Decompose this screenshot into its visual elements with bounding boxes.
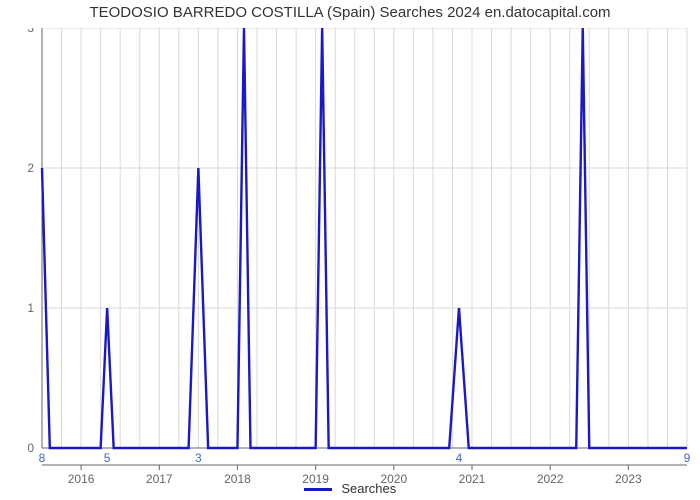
chart-legend: Searches xyxy=(0,481,700,496)
svg-text:2: 2 xyxy=(27,161,34,175)
svg-text:3: 3 xyxy=(195,451,202,465)
svg-text:8: 8 xyxy=(39,451,46,465)
legend-swatch xyxy=(304,488,332,491)
chart-title: TEODOSIO BARREDO COSTILLA (Spain) Search… xyxy=(0,4,700,21)
svg-text:0: 0 xyxy=(27,441,34,455)
chart-plot-area: 0123853492016201720182019202020212022202… xyxy=(10,28,655,496)
svg-text:4: 4 xyxy=(456,451,463,465)
legend-label: Searches xyxy=(341,481,396,496)
svg-text:5: 5 xyxy=(104,451,111,465)
svg-text:3: 3 xyxy=(27,28,34,35)
svg-text:1: 1 xyxy=(27,301,34,315)
svg-text:9: 9 xyxy=(684,451,691,465)
chart-svg: 0123853492016201720182019202020212022202… xyxy=(10,28,691,496)
